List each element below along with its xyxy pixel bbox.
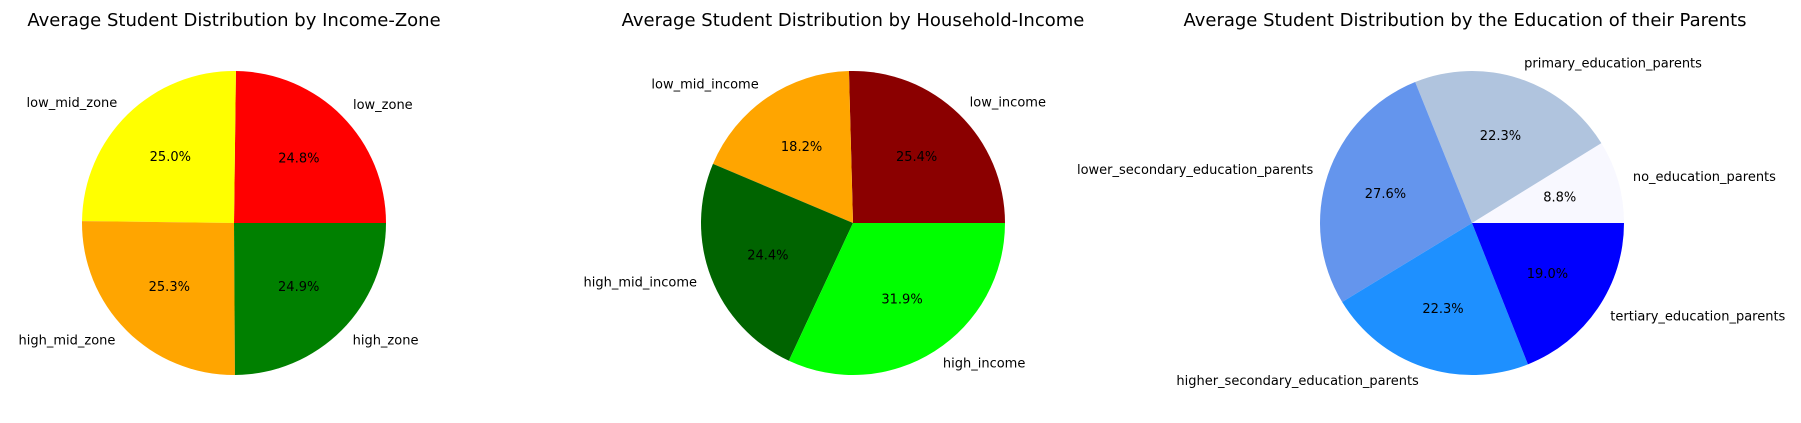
pie-slice-high-income (788, 223, 1005, 375)
pie-slice-higher-secondary-education-parents (1342, 223, 1528, 375)
pie-chart-parent-education: Average Student Distribution by the Educ… (1077, 10, 1786, 389)
pie-pct-label: 25.0% (150, 150, 191, 165)
pie-labels: 24.8% low_zone 25.0% low_mid_zone 25.3% high_… (19, 96, 419, 349)
pie-slices (1320, 71, 1624, 375)
pie-slice-low-mid-income (712, 71, 853, 224)
pie-category-label: low_income (970, 96, 1046, 111)
pie-category-label: higher_secondary_education_parents (1176, 374, 1419, 389)
pie-slice-high-mid-income (701, 163, 853, 361)
pie-slice-no-education-parents (1472, 143, 1624, 223)
pie-category-label: high_zone (353, 333, 419, 348)
pie-pct-label: 25.3% (149, 280, 190, 295)
pie-category-label: lower_secondary_education_parents (1077, 163, 1314, 178)
chart-title: Average Student Distribution by Income-Z… (27, 10, 440, 31)
chart-title: Average Student Distribution by the Educ… (1183, 10, 1746, 31)
pie-pct-label: 22.3% (1422, 302, 1463, 317)
pie-category-label: high_mid_income (584, 276, 697, 291)
pie-pct-label: 24.4% (747, 248, 788, 263)
pie-category-label: low_mid_income (651, 77, 758, 92)
pie-chart-household-income: Average Student Distribution by Househol… (584, 10, 1085, 375)
pie-pct-label: 8.8% (1543, 191, 1576, 206)
pie-slice-high-zone (234, 223, 386, 375)
pie-pct-label: 18.2% (781, 140, 822, 155)
pie-slice-low-income (848, 71, 1005, 224)
pie-slices (82, 71, 386, 376)
pie-chart-income-zone: Average Student Distribution by Income-Z… (19, 10, 441, 376)
pie-pct-label: 27.6% (1365, 187, 1406, 202)
pie-slice-primary-education-parents (1415, 71, 1602, 223)
pie-category-label: high_income (943, 356, 1025, 371)
pie-category-label: primary_education_parents (1524, 57, 1702, 72)
pie-category-label: high_mid_zone (19, 333, 116, 348)
chart-title: Average Student Distribution by Househol… (622, 10, 1085, 31)
pie-slice-tertiary-education-parents (1472, 223, 1624, 365)
pie-category-label: low_zone (353, 98, 413, 113)
pie-labels: 25.4% low_income 18.2% low_mid_income 24.4% h… (584, 77, 1046, 371)
pie-slices (701, 71, 1005, 375)
pie-pct-label: 25.4% (896, 150, 937, 165)
pie-category-label: tertiary_education_parents (1610, 309, 1785, 324)
pie-slice-low-mid-zone (82, 71, 236, 223)
pie-pct-label: 19.0% (1527, 267, 1568, 282)
pie-labels: 8.8% no_education_parents 22.3% primary_edu… (1077, 57, 1786, 389)
pie-slice-low-zone (234, 71, 386, 224)
pie-pct-label: 24.9% (278, 280, 319, 295)
pie-pct-label: 31.9% (881, 292, 922, 307)
pie-pct-label: 22.3% (1480, 129, 1521, 144)
pie-category-label: low_mid_zone (27, 96, 118, 111)
pie-slice-high-mid-zone (82, 221, 235, 376)
pie-category-label: no_education_parents (1633, 170, 1776, 185)
pie-slice-lower-secondary-education-parents (1320, 82, 1472, 303)
pie-pct-label: 24.8% (278, 151, 319, 166)
